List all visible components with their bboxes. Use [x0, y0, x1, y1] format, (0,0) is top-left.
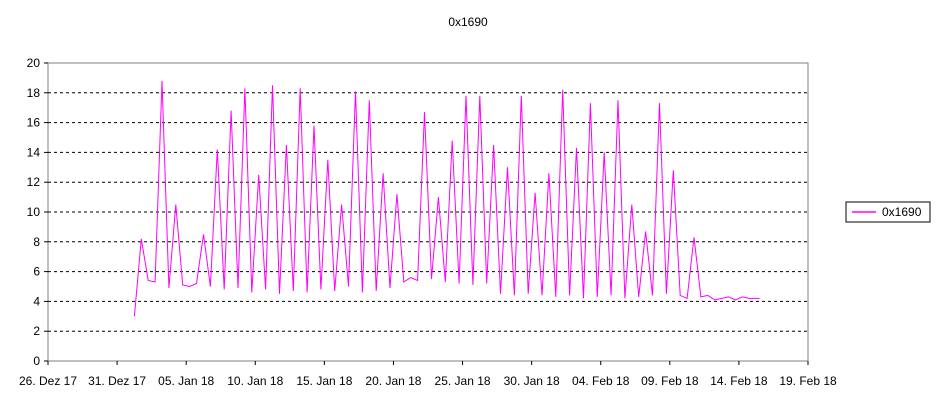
y-axis: 0 2 4 6 8 10 12 14 16 18 20: [27, 56, 48, 368]
series-line: [133, 80, 760, 317]
x-tick-label: 04. Feb 18: [572, 374, 630, 388]
legend-box: [845, 201, 931, 223]
x-tick-label: 20. Jan 18: [365, 374, 421, 388]
x-tick-label: 25. Jan 18: [435, 374, 491, 388]
x-tick-label: 15. Jan 18: [296, 374, 352, 388]
y-tick-label: 20: [27, 56, 41, 70]
x-tick-label: 30. Jan 18: [504, 374, 560, 388]
y-tick-label: 18: [27, 86, 41, 100]
x-tick-label: 10. Jan 18: [227, 374, 283, 388]
legend-label: 0x1690: [882, 205, 922, 219]
legend: 0x1690: [845, 201, 931, 223]
series-group: [133, 80, 760, 317]
y-tick-label: 16: [27, 116, 41, 130]
chart-title: 0x1690: [448, 15, 488, 29]
gridlines: [48, 92, 808, 332]
y-tick-label: 10: [27, 205, 41, 219]
x-tick-label: 19. Feb 18: [779, 374, 837, 388]
x-tick-label: 05. Jan 18: [158, 374, 214, 388]
x-tick-label: 09. Feb 18: [641, 374, 699, 388]
y-tick-label: 8: [33, 235, 40, 249]
y-tick-label: 6: [33, 265, 40, 279]
x-axis: 26. Dez 17 31. Dez 17 05. Jan 18 10. Jan 18…: [19, 361, 837, 388]
x-tick-label: 14. Feb 18: [710, 374, 768, 388]
x-tick-label: 26. Dez 17: [19, 374, 77, 388]
x-tick-label: 31. Dez 17: [88, 374, 146, 388]
y-tick-label: 0: [33, 354, 40, 368]
y-tick-label: 4: [33, 294, 40, 308]
y-tick-label: 2: [33, 324, 40, 338]
y-tick-label: 12: [27, 175, 41, 189]
y-tick-label: 14: [27, 145, 41, 159]
